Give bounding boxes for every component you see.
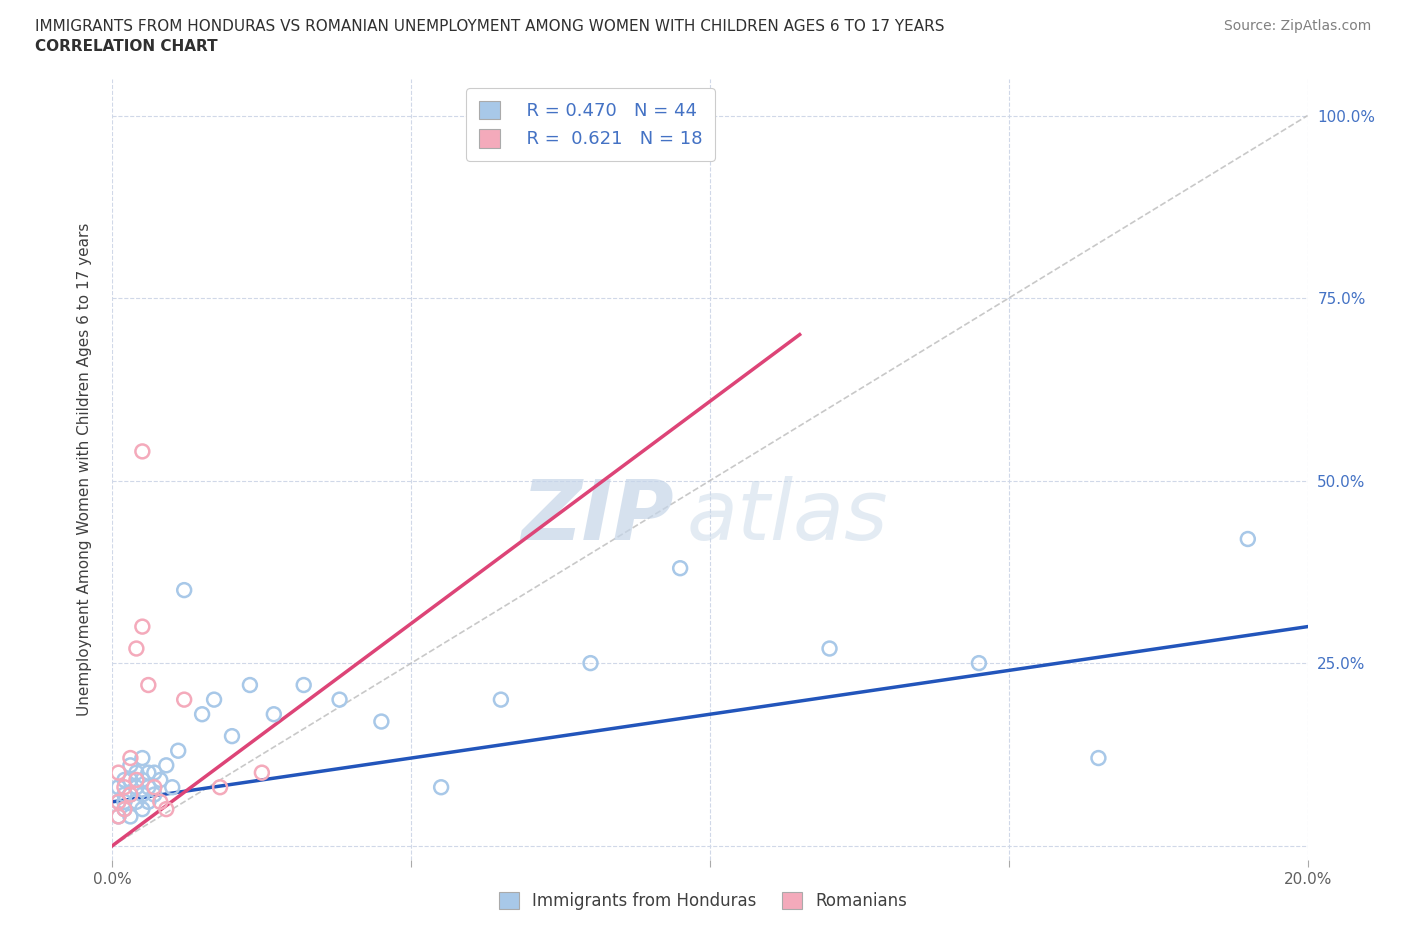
Y-axis label: Unemployment Among Women with Children Ages 6 to 17 years: Unemployment Among Women with Children A… (77, 223, 91, 716)
Point (138, 678, 160, 693)
Point (967, 656, 990, 671)
Point (107, 809, 129, 824)
Text: ZIP: ZIP (522, 476, 675, 557)
Point (239, 678, 262, 693)
Point (155, 802, 177, 817)
Point (818, 641, 841, 656)
Point (292, 678, 315, 693)
Point (125, 779, 148, 794)
Legend:   R = 0.470   N = 44,   R =  0.621   N = 18: R = 0.470 N = 44, R = 0.621 N = 18 (465, 88, 716, 161)
Point (131, 773, 153, 788)
Point (167, 743, 190, 758)
Point (107, 779, 129, 794)
Point (114, 794, 135, 809)
Point (1087, 751, 1109, 765)
Point (125, 794, 148, 809)
Point (131, 787, 153, 802)
Point (143, 779, 166, 794)
Point (430, 779, 453, 794)
Point (143, 787, 166, 802)
Point (138, 765, 160, 780)
Point (669, 561, 692, 576)
Point (131, 802, 153, 817)
Point (125, 641, 148, 656)
Point (209, 779, 232, 794)
Point (120, 787, 142, 802)
Text: IMMIGRANTS FROM HONDURAS VS ROMANIAN UNEMPLOYMENT AMONG WOMEN WITH CHILDREN AGES: IMMIGRANTS FROM HONDURAS VS ROMANIAN UNE… (35, 19, 945, 33)
Point (155, 758, 177, 773)
Point (120, 773, 142, 788)
Point (107, 765, 129, 780)
Point (114, 802, 135, 817)
Point (329, 692, 352, 707)
Point (120, 758, 142, 773)
Point (138, 779, 160, 794)
Point (370, 714, 392, 729)
Point (221, 729, 243, 744)
Point (173, 692, 195, 707)
Point (149, 794, 172, 809)
Point (138, 794, 160, 809)
Point (125, 773, 148, 788)
Point (173, 583, 195, 598)
Point (579, 656, 602, 671)
Point (120, 787, 142, 802)
Point (143, 765, 166, 780)
Point (191, 707, 214, 722)
Point (107, 809, 129, 824)
Point (120, 751, 142, 765)
Legend: Immigrants from Honduras, Romanians: Immigrants from Honduras, Romanians (492, 885, 914, 917)
Text: CORRELATION CHART: CORRELATION CHART (35, 39, 218, 54)
Point (107, 794, 129, 809)
Text: Source: ZipAtlas.com: Source: ZipAtlas.com (1223, 19, 1371, 33)
Point (489, 692, 512, 707)
Point (114, 773, 135, 788)
Point (125, 765, 148, 780)
Point (114, 802, 135, 817)
Point (202, 692, 225, 707)
Point (1237, 532, 1260, 547)
Point (107, 794, 129, 809)
Point (250, 765, 273, 780)
Text: atlas: atlas (686, 476, 887, 557)
Point (149, 773, 172, 788)
Point (114, 787, 135, 802)
Point (131, 444, 153, 458)
Point (114, 779, 135, 794)
Point (120, 809, 142, 824)
Point (131, 619, 153, 634)
Point (131, 751, 153, 765)
Point (263, 707, 285, 722)
Point (162, 779, 183, 794)
